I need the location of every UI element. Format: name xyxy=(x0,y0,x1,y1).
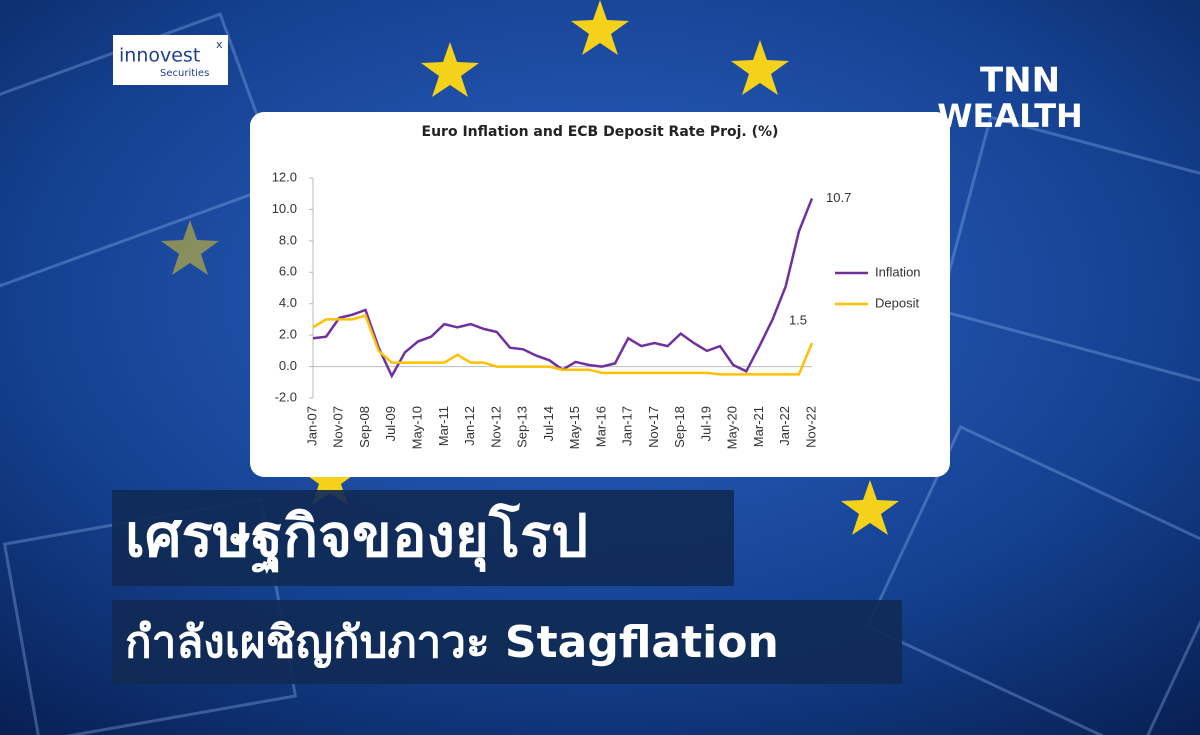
x-tick-label: Jan-22 xyxy=(777,406,792,446)
x-tick-label: Jan-17 xyxy=(620,406,635,446)
x-tick-label: Jul-19 xyxy=(698,406,713,441)
y-tick-label: 2.0 xyxy=(279,327,297,342)
y-tick-label: -2.0 xyxy=(275,389,297,404)
x-tick-label: Jul-14 xyxy=(541,406,556,441)
x-tick-label: May-10 xyxy=(409,406,424,449)
headline-box xyxy=(112,600,902,684)
x-tick-label: Sep-13 xyxy=(515,406,530,448)
headline: กำลังเผชิญกับภาวะ Stagflation xyxy=(125,617,779,668)
y-tick-label: 8.0 xyxy=(279,232,297,247)
x-tick-label: Mar-11 xyxy=(436,406,451,446)
logo-box xyxy=(113,35,228,85)
y-tick-label: 6.0 xyxy=(279,264,297,279)
x-tick-label: Nov-22 xyxy=(803,406,818,448)
headline-box xyxy=(112,490,734,586)
x-tick-label: Nov-07 xyxy=(331,406,346,448)
x-tick-label: Sep-08 xyxy=(357,406,372,448)
legend-label: Deposit xyxy=(875,295,919,310)
brand: TNN xyxy=(980,61,1060,101)
headline: เศรษฐกิจของยุโรป xyxy=(125,501,588,574)
x-tick-label: Nov-12 xyxy=(488,406,503,448)
data-label: 10.7 xyxy=(826,190,851,205)
x-tick-label: Mar-21 xyxy=(751,406,766,447)
logo-sub: Securities xyxy=(160,68,209,79)
brand: WEALTH xyxy=(937,97,1083,135)
series-line xyxy=(312,313,814,376)
chart-title: Euro Inflation and ECB Deposit Rate Proj… xyxy=(422,124,779,140)
data-label: 1.5 xyxy=(789,312,807,327)
banknote-decor xyxy=(0,12,1200,735)
y-tick-label: 4.0 xyxy=(279,295,297,310)
legend-label: Inflation xyxy=(875,264,921,279)
logo: innovest xyxy=(119,45,200,67)
x-tick-label: Jul-09 xyxy=(383,406,398,441)
x-tick-label: May-20 xyxy=(725,406,740,449)
x-tick-label: Sep-18 xyxy=(672,406,687,448)
y-tick-label: 0.0 xyxy=(279,358,297,373)
x-tick-label: Jan-12 xyxy=(462,406,477,446)
chart-card xyxy=(250,112,950,477)
logo-mark: x xyxy=(216,38,223,51)
y-tick-label: 10.0 xyxy=(272,201,297,216)
x-tick-label: Nov-17 xyxy=(646,406,661,448)
x-tick-label: May-15 xyxy=(567,406,582,449)
x-tick-label: Jan-07 xyxy=(304,406,319,446)
y-tick-label: 12.0 xyxy=(272,169,297,184)
x-tick-label: Mar-16 xyxy=(593,406,608,447)
